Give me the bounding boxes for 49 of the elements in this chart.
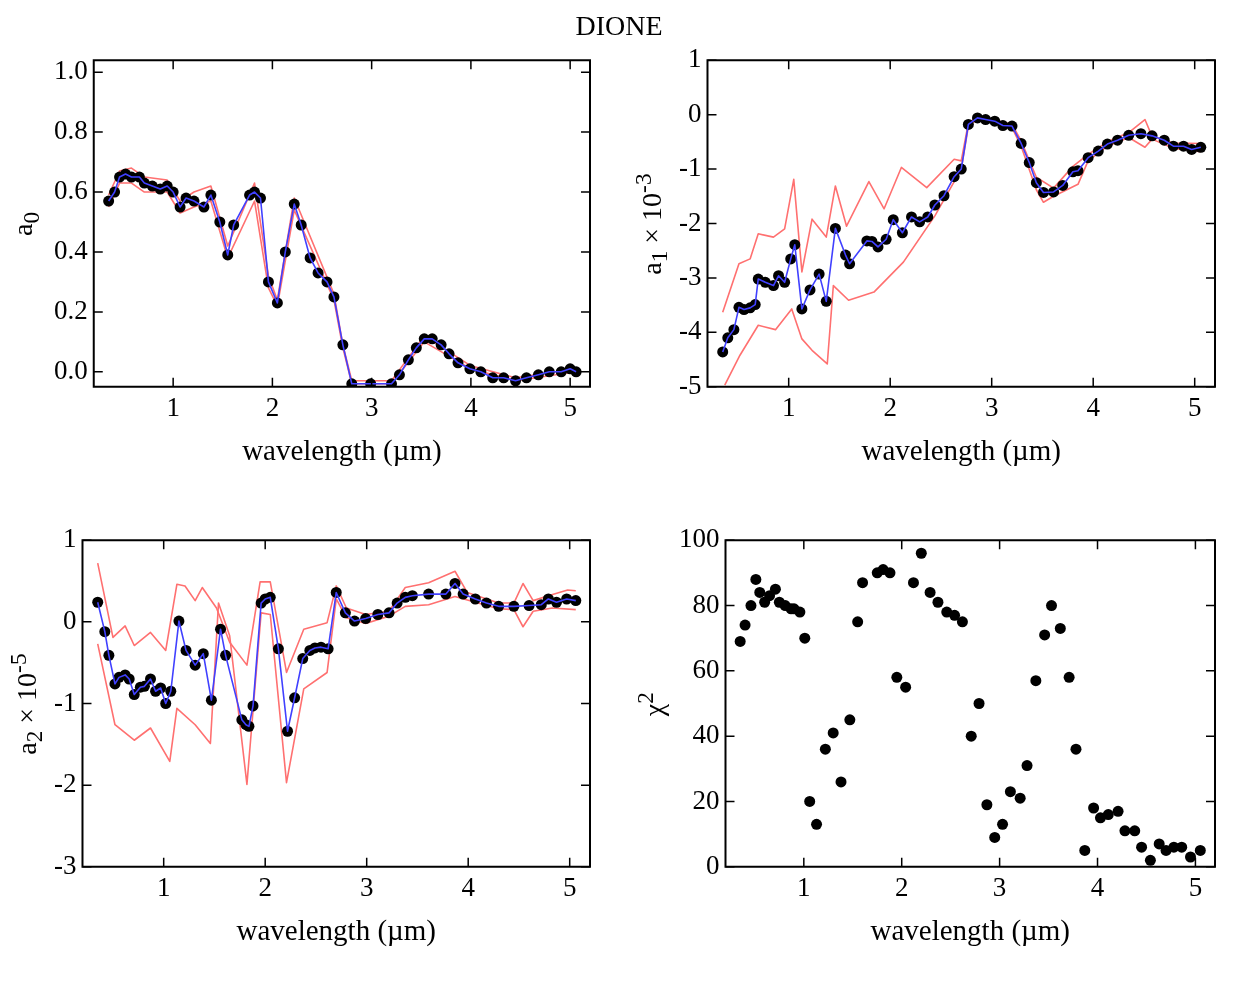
y-tick-label: 0 [62, 604, 77, 635]
x-tick-label: 4 [464, 392, 479, 423]
x-tick-label: 1 [797, 872, 811, 903]
x-axis-title: wavelength (µm) [861, 434, 1061, 468]
y-tick-label: 20 [692, 784, 720, 815]
y-tick-label: -3 [53, 849, 77, 880]
x-tick-label: 2 [265, 392, 280, 423]
x-tick-label: 2 [894, 872, 909, 903]
x-tick-label: 3 [984, 392, 999, 423]
chart-title: DIONE [574, 10, 664, 42]
y-tick-label: 1.0 [54, 55, 88, 86]
y-tick-label: -1 [53, 686, 77, 717]
y-tick-label: 0 [687, 97, 702, 128]
x-tick-label: 5 [563, 392, 577, 423]
y-tick-label: 40 [692, 719, 720, 750]
y-tick-label: 1 [687, 43, 702, 74]
y-tick-label: -2 [678, 206, 702, 237]
y-tick-label: 100 [679, 523, 720, 554]
x-tick-label: 4 [1086, 392, 1101, 423]
y-tick-label: -2 [53, 768, 77, 799]
y-tick-label: 60 [692, 653, 720, 684]
x-tick-label: 3 [364, 392, 379, 423]
y-tick-label: 0.0 [54, 354, 88, 385]
x-tick-label: 4 [1090, 872, 1105, 903]
x-axis-title: wavelength (µm) [242, 434, 442, 468]
y-tick-label: 0.4 [54, 235, 89, 266]
x-axis-title: wavelength (µm) [870, 914, 1071, 948]
y-tick-label: 1 [62, 523, 77, 554]
x-tick-label: 5 [1188, 872, 1203, 903]
x-tick-label: 5 [1187, 392, 1202, 423]
x-axis-title: wavelength (µm) [236, 914, 436, 948]
x-tick-label: 5 [562, 872, 577, 903]
x-tick-label: 4 [461, 872, 476, 903]
x-tick-label: 1 [156, 872, 171, 903]
y-tick-label: 0.8 [54, 115, 88, 146]
y-tick-label: -1 [678, 152, 702, 183]
y-tick-label: -3 [678, 261, 702, 292]
y-tick-label: 0.6 [54, 175, 88, 206]
x-tick-label: 2 [258, 872, 272, 903]
y-tick-label: 80 [692, 588, 720, 619]
x-tick-label: 1 [166, 392, 180, 423]
x-tick-label: 2 [883, 392, 897, 423]
y-tick-label: 0.2 [54, 294, 88, 325]
x-tick-label: 3 [359, 872, 374, 903]
y-tick-label: -4 [678, 315, 702, 346]
y-tick-label: 0 [706, 849, 720, 880]
x-tick-label: 1 [781, 392, 796, 423]
x-tick-label: 3 [992, 872, 1007, 903]
y-tick-label: -5 [678, 369, 702, 400]
